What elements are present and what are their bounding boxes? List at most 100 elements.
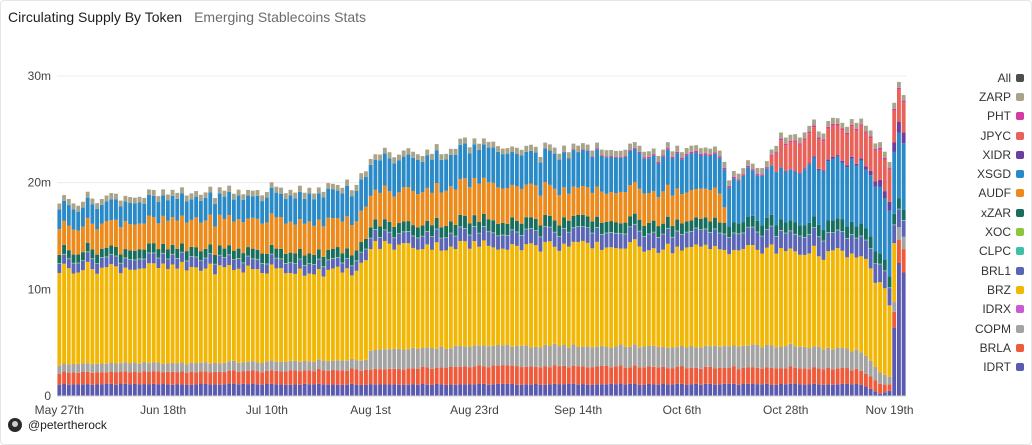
bar-segment-xzar[interactable] <box>132 250 137 260</box>
bar-segment-copm[interactable] <box>274 361 279 371</box>
bar-segment-brla[interactable] <box>632 365 637 384</box>
bar-segment-brla[interactable] <box>618 365 623 384</box>
bar-segment-xzar[interactable] <box>269 244 274 254</box>
bar-segment-audf[interactable] <box>62 220 67 245</box>
bar-segment-brz[interactable] <box>349 275 354 359</box>
bar-segment-audf[interactable] <box>123 221 128 250</box>
bar-segment-pht[interactable] <box>859 124 864 126</box>
bar-segment-xsgd[interactable] <box>609 156 614 193</box>
bar-segment-audf[interactable] <box>604 193 609 222</box>
bar-segment-copm[interactable] <box>128 363 133 373</box>
bar-segment-idrt[interactable] <box>472 384 477 396</box>
bar-segment-brla[interactable] <box>651 366 656 385</box>
bar-segment-zarp[interactable] <box>698 148 703 154</box>
bar-segment-xsgd[interactable] <box>727 187 732 227</box>
bar-segment-idrt[interactable] <box>439 384 444 396</box>
bar-segment-brz[interactable] <box>892 243 897 302</box>
bar-segment-zarp[interactable] <box>401 150 406 157</box>
bar-segment-pht[interactable] <box>665 148 670 150</box>
bar-segment-brla[interactable] <box>467 367 472 385</box>
bar-segment-audf[interactable] <box>463 178 467 216</box>
bar-segment-audf[interactable] <box>717 193 722 223</box>
bar-segment-xsgd[interactable] <box>717 158 722 194</box>
bar-segment-xzar[interactable] <box>264 253 269 264</box>
bar-segment-brl1[interactable] <box>180 252 184 262</box>
bar-segment-xsgd[interactable] <box>590 156 595 193</box>
bar-segment-zarp[interactable] <box>500 148 505 155</box>
bar-segment-brl1[interactable] <box>165 259 170 270</box>
bar-segment-zarp[interactable] <box>812 119 816 126</box>
bar-segment-xzar[interactable] <box>750 215 755 227</box>
bar-segment-xsgd[interactable] <box>477 149 482 184</box>
bar-segment-brl1[interactable] <box>453 236 458 250</box>
bar-segment-brz[interactable] <box>142 268 147 362</box>
bar-segment-zarp[interactable] <box>189 193 194 200</box>
bar-segment-idrt[interactable] <box>359 384 364 396</box>
bar-segment-zarp[interactable] <box>274 186 279 193</box>
bar-segment-zarp[interactable] <box>543 142 548 149</box>
bar-segment-xsgd[interactable] <box>175 198 180 221</box>
bar-segment-brla[interactable] <box>764 367 769 384</box>
bar-segment-brla[interactable] <box>448 367 453 385</box>
bar-segment-brla[interactable] <box>576 366 581 385</box>
bar-segment-zarp[interactable] <box>128 197 133 204</box>
bar-segment-copm[interactable] <box>694 347 699 368</box>
bar-segment-zarp[interactable] <box>854 122 859 129</box>
bar-segment-zarp[interactable] <box>684 148 689 155</box>
legend-item-pht[interactable]: PHT <box>944 107 1024 126</box>
bar-segment-xzar[interactable] <box>901 209 906 221</box>
bar-segment-xidr[interactable] <box>793 171 798 172</box>
bar-segment-brl1[interactable] <box>519 235 524 251</box>
bar-segment-xzar[interactable] <box>741 222 746 233</box>
bar-segment-idrt[interactable] <box>698 384 703 396</box>
bar-segment-xsgd[interactable] <box>802 169 807 226</box>
bar-segment-brl1[interactable] <box>222 257 227 268</box>
bar-segment-zarp[interactable] <box>505 148 510 154</box>
bar-segment-copm[interactable] <box>576 347 581 367</box>
bar-segment-audf[interactable] <box>529 183 533 218</box>
bar-segment-brz[interactable] <box>632 239 637 345</box>
bar-segment-audf[interactable] <box>510 184 515 218</box>
bar-segment-zarp[interactable] <box>231 193 236 200</box>
bar-segment-brla[interactable] <box>293 370 298 385</box>
bar-segment-brl1[interactable] <box>675 231 680 247</box>
bar-segment-brla[interactable] <box>279 371 283 385</box>
bar-segment-brla[interactable] <box>783 368 788 385</box>
bar-segment-zarp[interactable] <box>448 148 453 155</box>
legend-item-jpyc[interactable]: JPYC <box>944 126 1024 145</box>
bar-segment-xsgd[interactable] <box>444 159 449 191</box>
bar-segment-copm[interactable] <box>835 347 840 369</box>
bar-segment-audf[interactable] <box>307 221 312 254</box>
bar-segment-brz[interactable] <box>670 253 675 348</box>
bar-segment-copm[interactable] <box>684 347 689 369</box>
bar-segment-audf[interactable] <box>585 187 590 217</box>
bar-segment-pht[interactable] <box>845 132 849 135</box>
bar-segment-idrt[interactable] <box>731 383 736 396</box>
bar-segment-xsgd[interactable] <box>543 148 548 183</box>
bar-segment-xsgd[interactable] <box>736 180 741 224</box>
bar-segment-xzar[interactable] <box>85 242 90 252</box>
bar-segment-brla[interactable] <box>472 366 477 385</box>
bar-segment-brla[interactable] <box>114 372 118 385</box>
bar-segment-xzar[interactable] <box>345 248 350 259</box>
bar-segment-brl1[interactable] <box>533 231 538 246</box>
bar-segment-brz[interactable] <box>830 250 835 350</box>
bar-segment-copm[interactable] <box>264 361 269 371</box>
bar-segment-copm[interactable] <box>896 227 901 241</box>
bar-segment-xzar[interactable] <box>444 226 449 238</box>
bar-segment-pht[interactable] <box>816 137 821 139</box>
bar-segment-brla[interactable] <box>477 365 482 384</box>
bar-segment-zarp[interactable] <box>170 189 175 196</box>
bar-segment-xzar[interactable] <box>609 221 614 233</box>
bar-segment-brl1[interactable] <box>755 232 760 250</box>
bar-segment-zarp[interactable] <box>529 144 533 151</box>
bar-segment-brl1[interactable] <box>854 238 859 258</box>
bar-segment-brl1[interactable] <box>434 229 439 243</box>
bar-segment-audf[interactable] <box>406 187 411 222</box>
bar-segment-copm[interactable] <box>741 345 746 368</box>
bar-segment-idrt[interactable] <box>316 383 321 396</box>
bar-segment-brz[interactable] <box>458 241 463 346</box>
bar-segment-xsgd[interactable] <box>788 169 793 221</box>
bar-segment-idrt[interactable] <box>576 384 581 396</box>
bar-segment-brla[interactable] <box>750 367 755 384</box>
